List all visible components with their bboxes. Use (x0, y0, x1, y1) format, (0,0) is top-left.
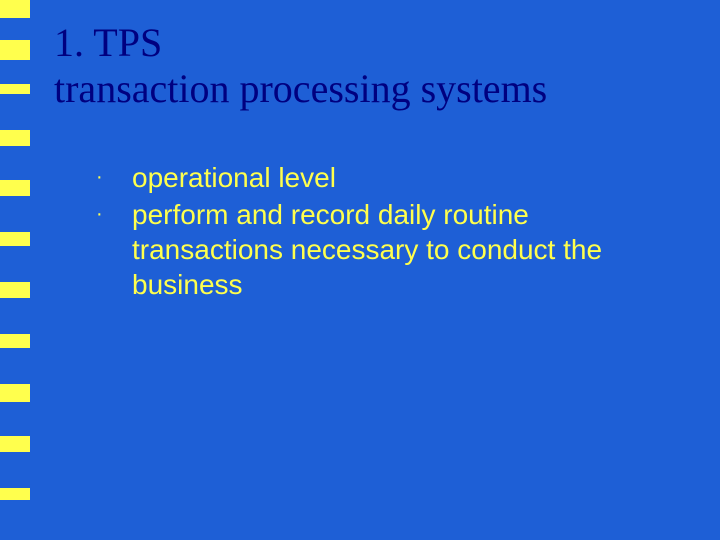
list-item: · operational level (90, 160, 670, 195)
stripe-segment (0, 384, 30, 402)
slide: 1. TPS transaction processing systems · … (0, 0, 720, 540)
stripe-segment (0, 180, 30, 196)
stripe-segment (0, 298, 30, 334)
list-item: · perform and record daily routine trans… (90, 197, 670, 302)
stripe-segment (0, 60, 30, 84)
stripe-segment (0, 348, 30, 384)
stripe-segment (0, 94, 30, 130)
slide-title: 1. TPS transaction processing systems (54, 20, 684, 112)
title-line-1: 1. TPS (54, 20, 684, 66)
stripe-segment (0, 84, 30, 94)
stripe-segment (0, 452, 30, 488)
stripe-segment (0, 402, 30, 436)
bullet-marker-icon: · (90, 197, 132, 231)
stripe-segment (0, 334, 30, 348)
stripe-segment (0, 436, 30, 452)
stripe-segment (0, 146, 30, 180)
bullet-marker-icon: · (90, 160, 132, 194)
stripe-segment (0, 40, 30, 60)
stripe-segment (0, 18, 30, 40)
stripe-segment (0, 282, 30, 298)
stripe-segment (0, 488, 30, 500)
bullet-text: operational level (132, 160, 670, 195)
stripe-segment (0, 232, 30, 246)
slide-body: · operational level · perform and record… (90, 160, 670, 304)
stripe-segment (0, 130, 30, 146)
stripe-segment (0, 196, 30, 232)
stripe-segment (0, 0, 30, 18)
title-line-2: transaction processing systems (54, 66, 684, 112)
bullet-text: perform and record daily routine transac… (132, 197, 670, 302)
decorative-stripe-column (0, 0, 30, 540)
stripe-segment (0, 246, 30, 282)
